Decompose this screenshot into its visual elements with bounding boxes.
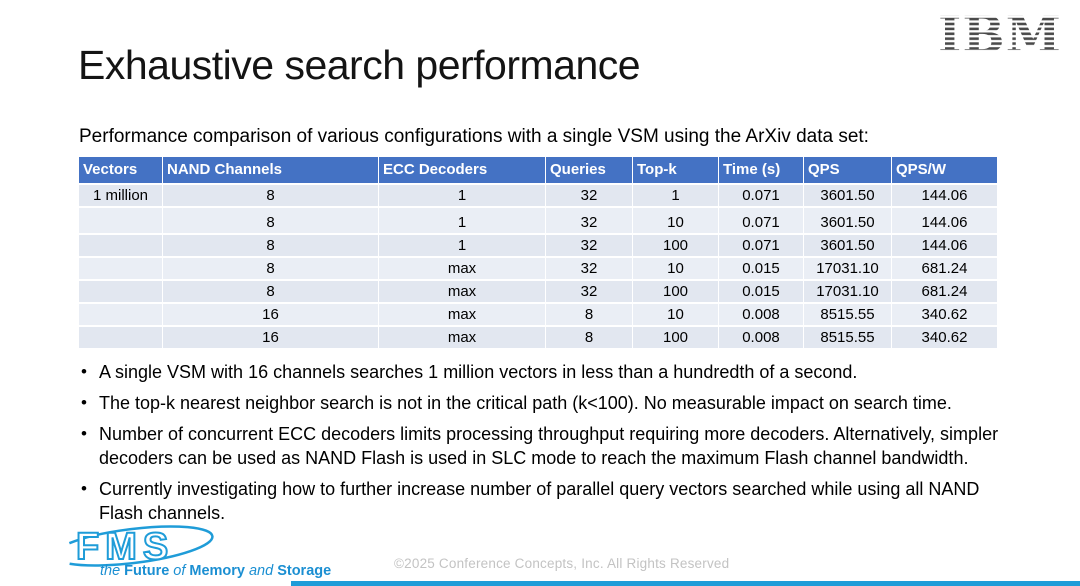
table-row: 16 max 8 100 0.008 8515.55 340.62 xyxy=(78,324,998,350)
table-cell: 144.06 xyxy=(891,232,998,258)
table-cell: 32 xyxy=(545,255,633,281)
table-cell: 10 xyxy=(632,205,719,235)
table-cell: 0.008 xyxy=(718,324,804,350)
table-cell: 17031.10 xyxy=(803,255,892,281)
table-cell: 8 xyxy=(545,324,633,350)
column-header: QPS xyxy=(803,156,892,184)
table-cell: 1 xyxy=(378,232,546,258)
table-cell: 3601.50 xyxy=(803,182,892,208)
table-cell: 17031.10 xyxy=(803,278,892,304)
fms-logo: FMS xyxy=(38,524,288,569)
table-cell xyxy=(78,205,163,235)
table-row: 1 million 8 1 32 1 0.071 3601.50 144.06 xyxy=(78,182,998,208)
ibm-logo-icon: IBM xyxy=(938,5,1062,64)
table-cell: 0.071 xyxy=(718,182,804,208)
table-cell: 681.24 xyxy=(891,278,998,304)
table-cell: 0.015 xyxy=(718,255,804,281)
table-cell: 8515.55 xyxy=(803,324,892,350)
column-header: Queries xyxy=(545,156,633,184)
table-cell: 8 xyxy=(545,301,633,327)
slide-title: Exhaustive search performance xyxy=(78,42,641,88)
table-cell xyxy=(78,278,163,304)
table-cell: 100 xyxy=(632,324,719,350)
table-cell: 0.071 xyxy=(718,232,804,258)
fms-tagline-word: the xyxy=(100,563,121,579)
table-cell: 8 xyxy=(162,182,379,208)
table-cell: 340.62 xyxy=(891,324,998,350)
table-cell: 1 xyxy=(378,182,546,208)
results-table-container: Vectors NAND Channels ECC Decoders Queries T… xyxy=(78,156,998,350)
table-cell xyxy=(78,255,163,281)
intro-text: Performance comparison of various config… xyxy=(79,126,869,147)
fms-tagline-word: Memory xyxy=(189,563,245,579)
bullet-item: The top-k nearest neighbor search is not… xyxy=(80,391,1015,415)
table-cell: 8 xyxy=(162,205,379,235)
table-cell: 8515.55 xyxy=(803,301,892,327)
table-row: 8 max 32 100 0.015 17031.10 681.24 xyxy=(78,278,998,304)
column-header: NAND Channels xyxy=(162,156,379,184)
svg-text:FMS: FMS xyxy=(76,526,174,568)
table-cell xyxy=(78,301,163,327)
table-cell: 16 xyxy=(162,324,379,350)
table-cell: max xyxy=(378,278,546,304)
fms-tagline: the Future of Memory and Storage xyxy=(100,563,335,579)
table-cell: 681.24 xyxy=(891,255,998,281)
table-cell: max xyxy=(378,324,546,350)
table-cell: 32 xyxy=(545,232,633,258)
table-cell: 16 xyxy=(162,301,379,327)
table-cell: 340.62 xyxy=(891,301,998,327)
table-cell: 3601.50 xyxy=(803,205,892,235)
bottom-accent-bar xyxy=(291,581,1080,586)
table-cell xyxy=(78,232,163,258)
copyright-text: ©2025 Conference Concepts, Inc. All Righ… xyxy=(394,556,730,571)
table-cell: 0.015 xyxy=(718,278,804,304)
table-cell: 0.071 xyxy=(718,205,804,235)
svg-text:IBM: IBM xyxy=(938,8,1062,60)
table-cell: 1 million xyxy=(78,182,163,208)
table-cell: 8 xyxy=(162,278,379,304)
table-cell: 8 xyxy=(162,255,379,281)
fms-logo-icon: FMS xyxy=(52,525,214,569)
table-row: 8 max 32 10 0.015 17031.10 681.24 xyxy=(78,255,998,281)
table-cell: 1 xyxy=(378,205,546,235)
results-table: Vectors NAND Channels ECC Decoders Queries T… xyxy=(78,156,998,350)
fms-tagline-word: of xyxy=(173,563,186,579)
table-cell: 0.008 xyxy=(718,301,804,327)
table-row: 8 1 32 100 0.071 3601.50 144.06 xyxy=(78,232,998,258)
column-header: Vectors xyxy=(78,156,163,184)
table-cell: 144.06 xyxy=(891,205,998,235)
table-cell: 144.06 xyxy=(891,182,998,208)
table-header-row: Vectors NAND Channels ECC Decoders Queries T… xyxy=(78,156,998,184)
column-header: Top-k xyxy=(632,156,719,184)
bullet-item: Number of concurrent ECC decoders limits… xyxy=(80,422,1015,470)
table-cell: 100 xyxy=(632,278,719,304)
table-cell: 32 xyxy=(545,278,633,304)
ibm-logo: IBM xyxy=(936,5,1066,64)
bullet-item: Currently investigating how to further i… xyxy=(80,477,1015,525)
bullet-list: A single VSM with 16 channels searches 1… xyxy=(80,360,1015,532)
table-row: 8 1 32 10 0.071 3601.50 144.06 xyxy=(78,205,998,235)
column-header: Time (s) xyxy=(718,156,804,184)
table-cell: 10 xyxy=(632,255,719,281)
table-cell: 100 xyxy=(632,232,719,258)
table-cell: max xyxy=(378,301,546,327)
table-row: 16 max 8 10 0.008 8515.55 340.62 xyxy=(78,301,998,327)
table-body: 1 million 8 1 32 1 0.071 3601.50 144.06 8 1 32 10 0.… xyxy=(78,182,998,350)
table-cell: max xyxy=(378,255,546,281)
table-cell: 32 xyxy=(545,182,633,208)
bullet-item: A single VSM with 16 channels searches 1… xyxy=(80,360,1015,384)
fms-tagline-word: Storage xyxy=(277,563,332,579)
table-cell: 10 xyxy=(632,301,719,327)
fms-tagline-word: Future xyxy=(124,563,170,579)
table-cell: 32 xyxy=(545,205,633,235)
column-header: QPS/W xyxy=(891,156,998,184)
fms-tagline-word: and xyxy=(248,563,274,579)
table-cell: 8 xyxy=(162,232,379,258)
column-header: ECC Decoders xyxy=(378,156,546,184)
table-cell: 1 xyxy=(632,182,719,208)
table-cell xyxy=(78,324,163,350)
table-cell: 3601.50 xyxy=(803,232,892,258)
